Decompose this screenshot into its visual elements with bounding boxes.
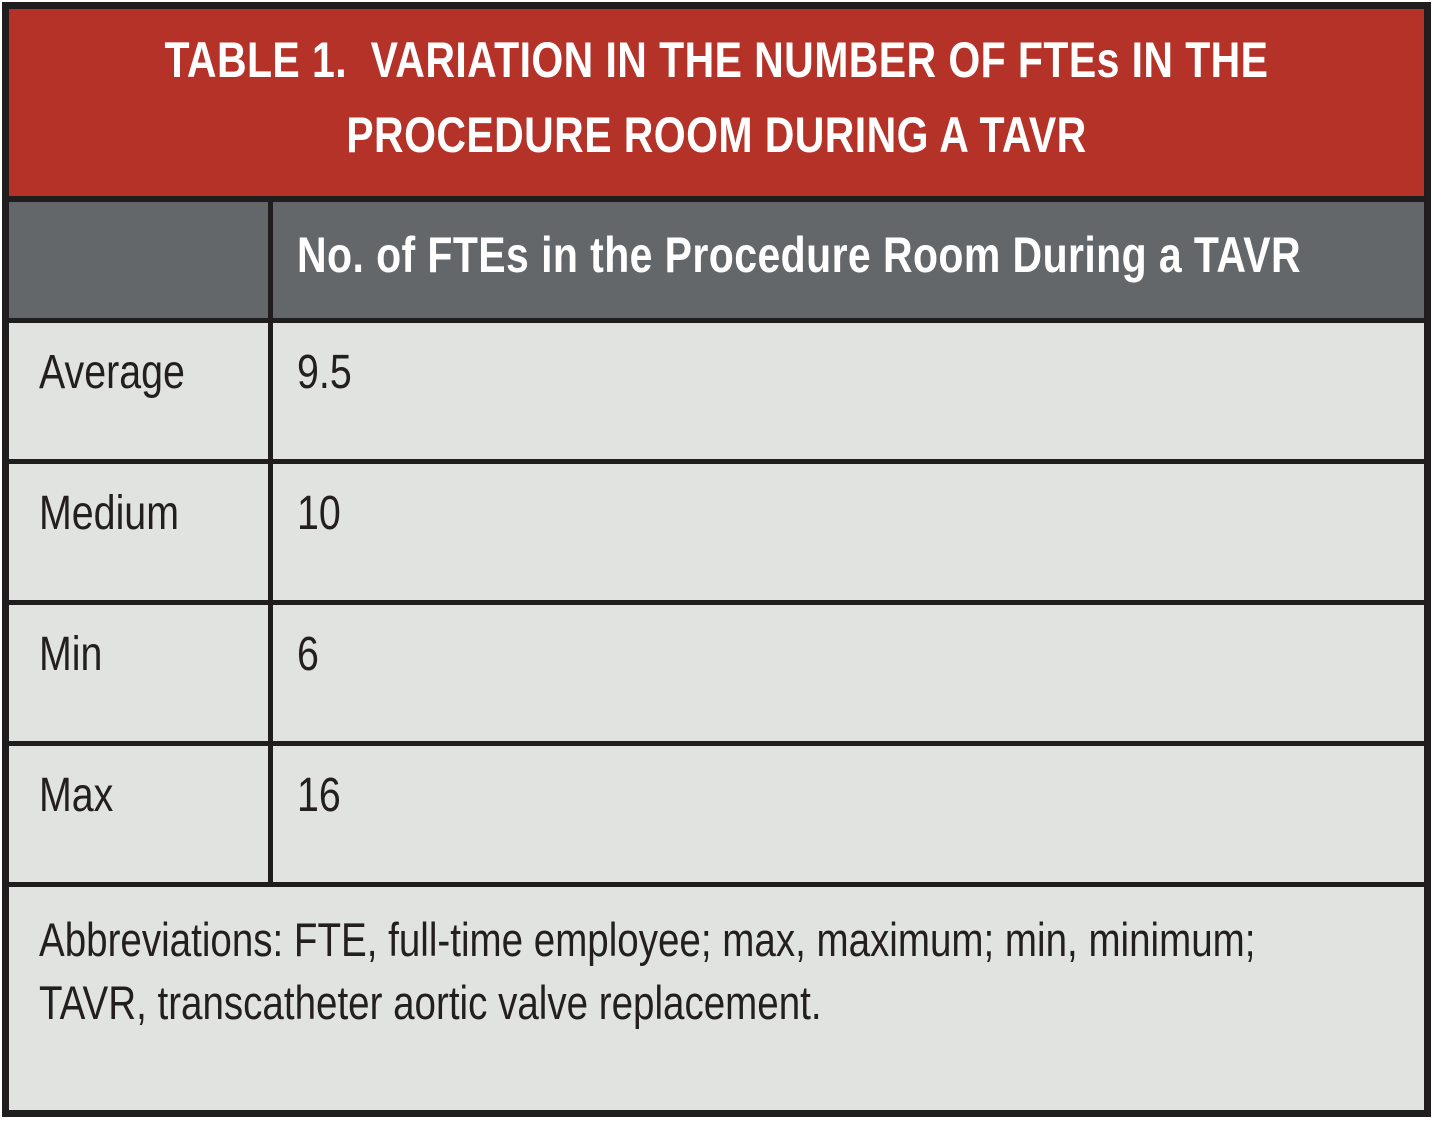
table-row-min: Min 6 (9, 605, 1424, 746)
table-title-banner: TABLE 1. VARIATION IN THE NUMBER OF FTEs… (9, 9, 1424, 202)
row-value: 9.5 (297, 346, 352, 399)
row-label-cell: Max (9, 746, 273, 882)
row-label-cell: Average (9, 323, 273, 459)
footnote-text-2: TAVR, transcatheter aortic valve replace… (39, 975, 822, 1029)
footnote-text-1: Abbreviations: FTE, full-time employee; … (39, 913, 1256, 966)
row-label-column-header-cell (9, 202, 273, 318)
row-label: Medium (39, 487, 179, 540)
table-row-average: Average 9.5 (9, 323, 1424, 464)
row-value: 16 (297, 769, 341, 822)
value-column-header-cell: No. of FTEs in the Procedure Room During… (273, 202, 1424, 318)
footnote-line-2: TAVR, transcatheter aortic valve replace… (39, 972, 1404, 1035)
table-title-line-1: TABLE 1. VARIATION IN THE NUMBER OF FTEs… (164, 32, 1269, 88)
row-value-cell: 6 (273, 605, 1424, 741)
row-label: Max (39, 769, 114, 822)
row-label-cell: Min (9, 605, 273, 741)
row-label: Average (39, 346, 185, 399)
row-value: 6 (297, 628, 319, 681)
row-value-cell: 9.5 (273, 323, 1424, 459)
table-row-medium: Medium 10 (9, 464, 1424, 605)
table-title-line-2: PROCEDURE ROOM DURING A TAVR (346, 107, 1087, 163)
table-title: TABLE 1. VARIATION IN THE NUMBER OF FTEs… (9, 9, 1424, 173)
table-row-max: Max 16 (9, 746, 1424, 887)
value-column-header-label: No. of FTEs in the Procedure Room During… (297, 227, 1302, 283)
row-label: Min (39, 628, 103, 681)
column-header-row: No. of FTEs in the Procedure Room During… (9, 202, 1424, 323)
row-value-cell: 10 (273, 464, 1424, 600)
row-value: 10 (297, 487, 341, 540)
table-footnote: Abbreviations: FTE, full-time employee; … (9, 887, 1424, 1110)
footnote-line-1: Abbreviations: FTE, full-time employee; … (39, 909, 1404, 972)
row-value-cell: 16 (273, 746, 1424, 882)
row-label-cell: Medium (9, 464, 273, 600)
